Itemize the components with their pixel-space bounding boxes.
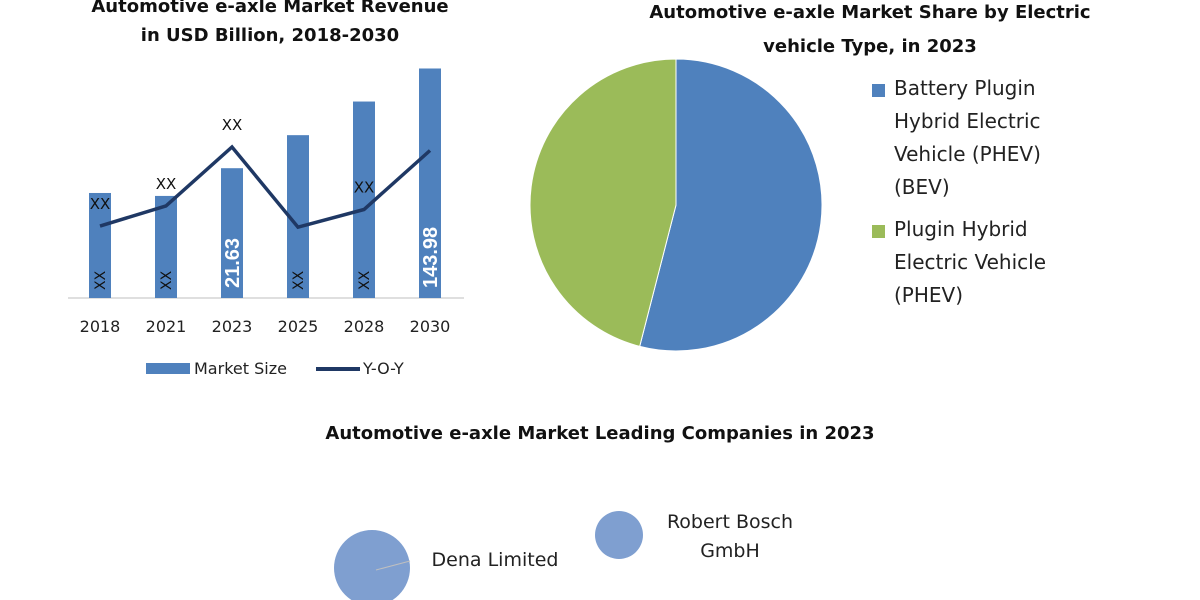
legend-label-market-size: Market Size [194,359,287,378]
bubble-chart-title: Automotive e-axle Market Leading Compani… [325,423,875,444]
pie-slice-0 [639,58,823,352]
market-size-bar-2021 [155,195,177,298]
market-size-bar-2025 [287,135,309,298]
market-size-bar-label-2021: XX [159,270,175,290]
yoy-label-2021: XX [156,175,177,193]
bubble-label-robert-bosch: Robert Bosch GmbH [666,511,794,562]
market-size-bar-2023 [221,168,243,298]
market-size-bar-label-2025: XX [291,270,307,290]
pie-legend-swatch-1 [872,225,885,238]
x-tick-label-2018: 2018 [80,317,121,336]
pie-legend-item-0: Battery Plugin Hybrid Electric Vehicle (… [872,72,1084,204]
x-tick-label-2023: 2023 [212,317,253,336]
market-size-bar-label-2018: XX [93,270,109,290]
pie-slice-1 [529,58,677,348]
bar-chart-title: Automotive e-axle Market Revenue in USD … [91,0,449,46]
x-tick-label-2030: 2030 [410,317,451,336]
pie-legend-label-0: Battery Plugin Hybrid Electric Vehicle (… [894,76,1041,199]
market-size-bar-2030 [419,68,441,299]
yoy-label-2028: XX [354,179,375,197]
market-size-bar-2018 [89,192,111,298]
x-tick-label-2028: 2028 [344,317,385,336]
legend-label-yoy: Y-O-Y [362,359,404,378]
bubble-leader-line-dena [375,560,411,571]
x-tick-label-2021: 2021 [146,317,187,336]
pie-chart-title: Automotive e-axle Market Share by Electr… [649,2,1091,57]
market-size-bar-label-2030: 143.98 [420,227,442,288]
market-size-bar-label-2023: 21.63 [222,238,244,288]
x-tick-label-2025: 2025 [278,317,319,336]
bubble-label-dena-limited: Dena Limited [431,549,559,571]
market-size-bar-2028 [353,101,375,298]
bubble-robert-bosch [595,511,643,559]
bubble-dena-limited [334,530,410,600]
yoy-label-2018: XX [90,195,111,213]
pie-legend-label-1: Plugin Hybrid Electric Vehicle (PHEV) [894,217,1046,307]
legend-swatch-market-size [146,363,190,374]
pie-legend-item-1: Plugin Hybrid Electric Vehicle (PHEV) [872,213,1084,312]
yoy-label-2023: XX [222,116,243,134]
market-size-bar-label-2028: XX [357,270,373,290]
yoy-line [99,144,432,230]
pie-legend-swatch-0 [872,84,885,97]
